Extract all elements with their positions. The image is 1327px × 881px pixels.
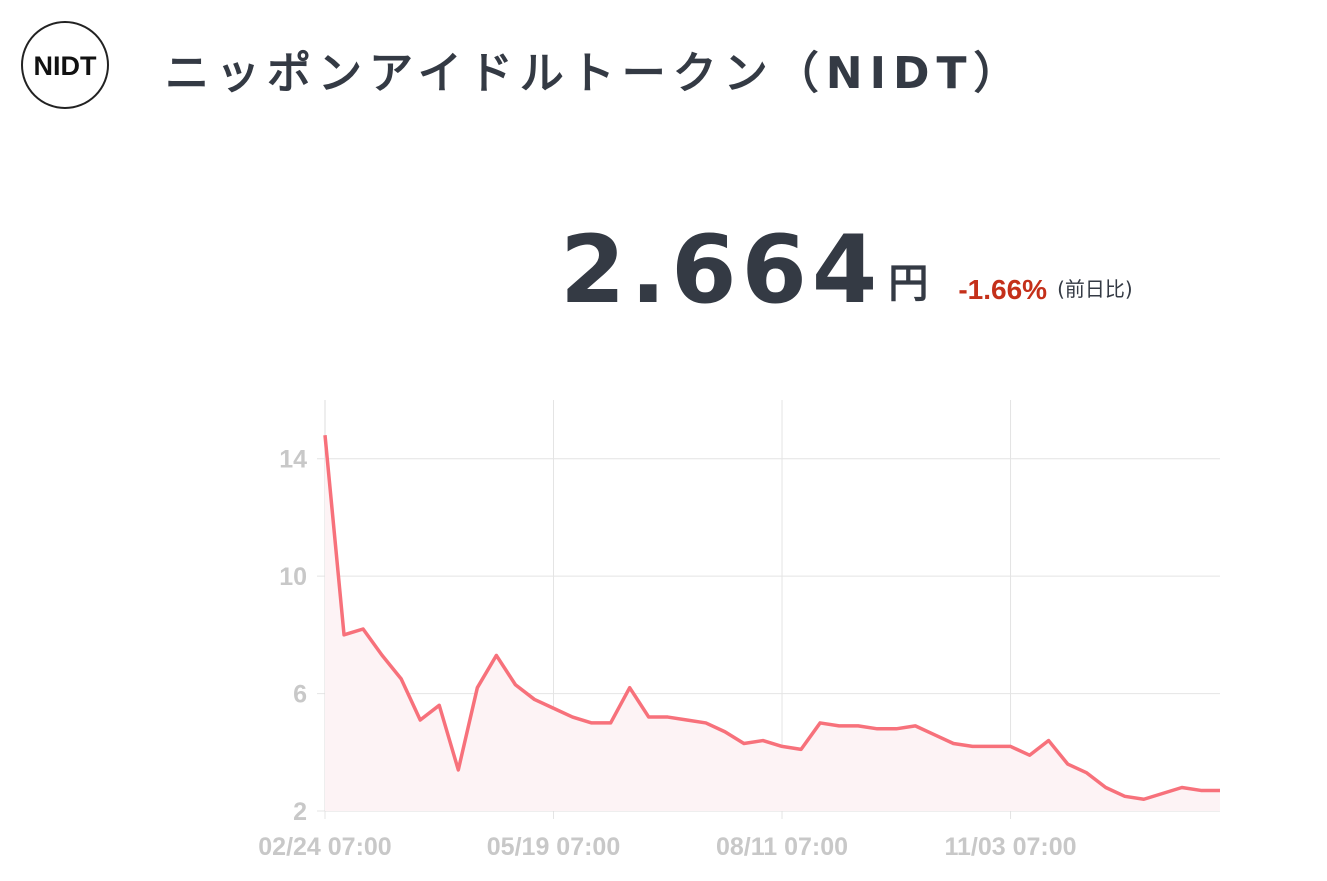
y-tick-label: 6 bbox=[293, 681, 307, 709]
y-tick-label: 2 bbox=[293, 798, 307, 826]
x-tick-label: 05/19 07:00 bbox=[487, 833, 620, 861]
price-unit: 円 bbox=[888, 261, 928, 307]
y-tick-label: 10 bbox=[279, 563, 307, 591]
price-block: 2.664 円 -1.66% (前日比) bbox=[560, 216, 1133, 325]
y-tick-label: 14 bbox=[279, 446, 307, 474]
chart: 2 6 10 14 02/24 07:00 05/19 07:00 08/11 07:00 1… bbox=[258, 400, 1220, 861]
title: ニッポンアイドルトークン（NIDT） bbox=[165, 48, 1025, 99]
price-line bbox=[323, 435, 1220, 802]
logo-text: NIDT bbox=[34, 51, 97, 81]
x-tick-label: 11/03 07:00 bbox=[944, 833, 1076, 861]
x-tick-label: 02/24 07:00 bbox=[258, 833, 391, 861]
area-fill bbox=[325, 435, 1220, 811]
header: NIDT ニッポンアイドルトークン（NIDT） bbox=[21, 21, 1025, 109]
x-tick-label: 08/11 07:00 bbox=[716, 833, 848, 861]
price-note: (前日比) bbox=[1057, 277, 1133, 301]
price-value: 2.664 bbox=[560, 216, 882, 325]
price-change: -1.66% bbox=[958, 274, 1047, 305]
logo-circle bbox=[21, 21, 109, 109]
